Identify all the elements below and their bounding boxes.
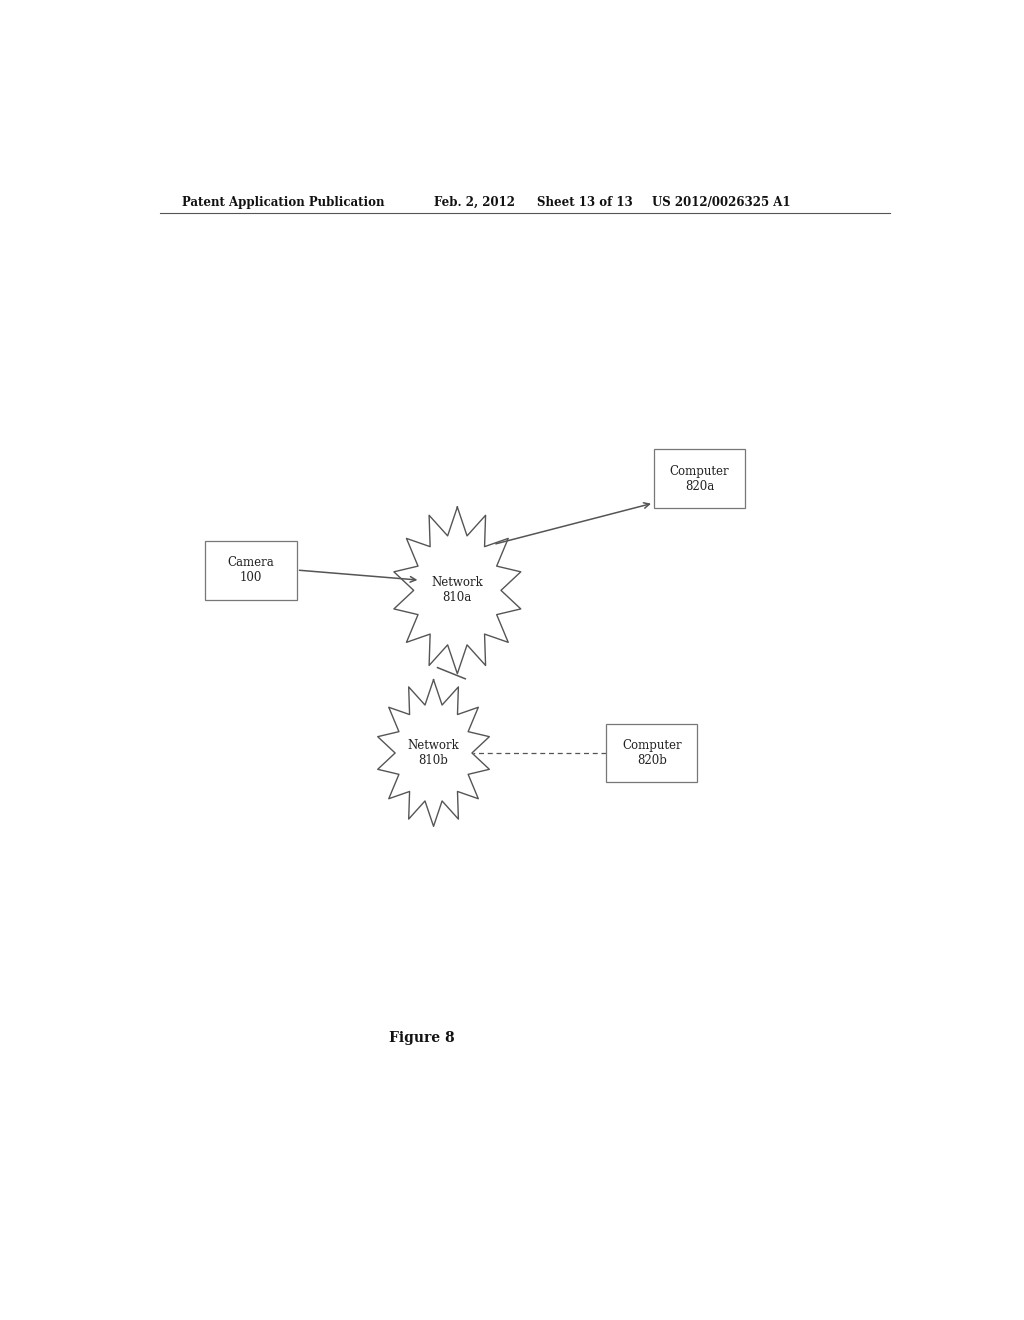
Text: Feb. 2, 2012: Feb. 2, 2012	[433, 195, 514, 209]
Text: Network
810b: Network 810b	[408, 739, 460, 767]
Text: Sheet 13 of 13: Sheet 13 of 13	[537, 195, 633, 209]
Text: Computer
820b: Computer 820b	[622, 739, 682, 767]
Text: US 2012/0026325 A1: US 2012/0026325 A1	[652, 195, 791, 209]
FancyBboxPatch shape	[206, 541, 297, 599]
FancyBboxPatch shape	[606, 723, 697, 783]
FancyBboxPatch shape	[653, 449, 745, 508]
Text: Camera
100: Camera 100	[227, 556, 274, 583]
Text: Computer
820a: Computer 820a	[670, 465, 729, 492]
Text: Figure 8: Figure 8	[389, 1031, 455, 1044]
Text: Network
810a: Network 810a	[431, 577, 483, 605]
Text: Patent Application Publication: Patent Application Publication	[182, 195, 384, 209]
